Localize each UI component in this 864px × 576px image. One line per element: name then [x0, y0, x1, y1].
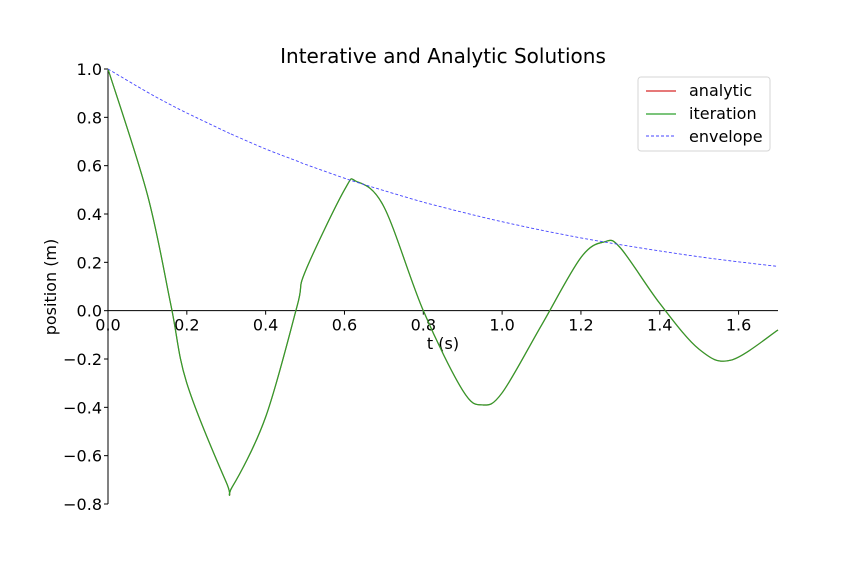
y-tick-label: −0.8	[63, 495, 102, 514]
series-line-envelope	[107, 68, 779, 267]
y-tick-label: −0.4	[63, 398, 102, 417]
x-tick-label: 0.6	[332, 316, 357, 335]
y-tick-label: 0.8	[77, 108, 102, 127]
x-tick-label: 1.2	[568, 316, 593, 335]
x-tick-label: 1.6	[726, 316, 751, 335]
y-tick-label: −0.6	[63, 447, 102, 466]
x-tick-label: 0.8	[411, 316, 436, 335]
legend-label-envelope: envelope	[689, 127, 763, 146]
x-tick-label: 0.0	[95, 316, 120, 335]
legend-box	[637, 76, 771, 152]
series-layer	[107, 68, 779, 496]
y-tick-label: 0.4	[77, 205, 102, 224]
y-tick-label: 0.2	[77, 253, 102, 272]
y-tick-label: 0.0	[77, 302, 102, 321]
x-ticks: 0.0 0.2 0.4 0.6 0.8 1.0 1.2 1.4 1.6	[95, 310, 751, 335]
legend-label-iteration: iteration	[689, 104, 757, 123]
chart-title: Interative and Analytic Solutions	[280, 44, 606, 68]
x-tick-label: 0.2	[174, 316, 199, 335]
x-tick-label: 1.4	[647, 316, 672, 335]
x-tick-label: 0.4	[253, 316, 278, 335]
x-axis-label: t (s)	[427, 334, 459, 353]
series-line-iteration	[107, 68, 779, 496]
y-axis-label: position (m)	[41, 239, 60, 336]
y-ticks: 1.0 0.8 0.6 0.4 0.2 0.0 −0.2 −0.4 −0.6 −0.8	[63, 60, 108, 514]
legend: analytic iteration envelope	[637, 76, 771, 152]
legend-item-analytic: analytic	[646, 81, 752, 100]
legend-item-iteration: iteration	[646, 104, 757, 123]
y-tick-label: −0.2	[63, 350, 102, 369]
y-tick-label: 1.0	[77, 60, 102, 79]
axes	[107, 69, 778, 504]
legend-item-envelope: envelope	[646, 127, 763, 146]
legend-label-analytic: analytic	[689, 81, 752, 100]
y-tick-label: 0.6	[77, 157, 102, 176]
x-tick-label: 1.0	[489, 316, 514, 335]
